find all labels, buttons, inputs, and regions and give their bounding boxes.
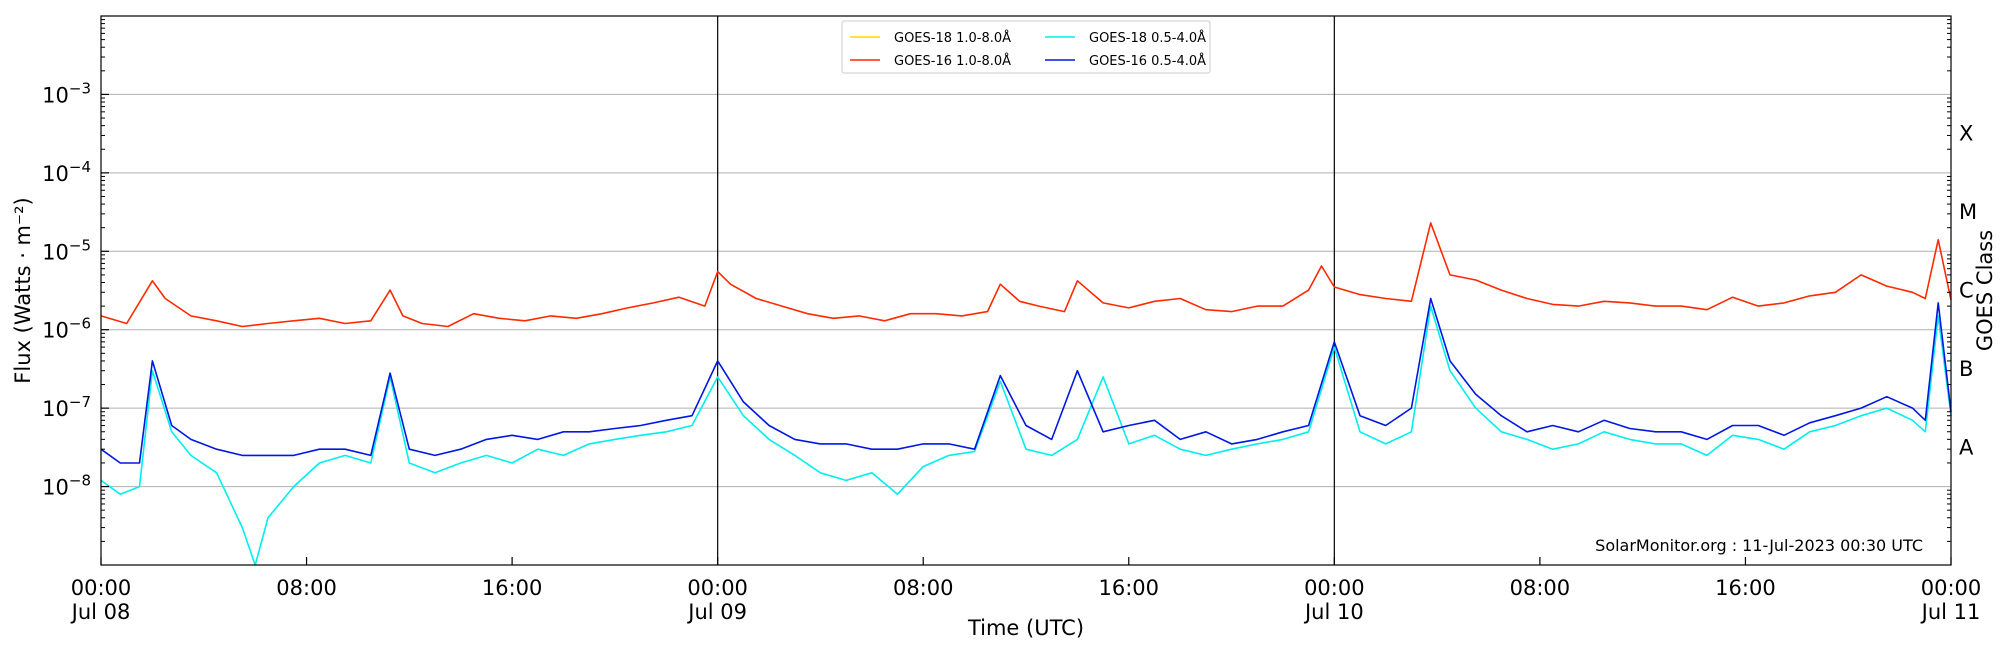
x-tick-time: 00:00 (1304, 576, 1365, 600)
series-layer (100, 222, 1952, 566)
y-axis-title: Flux (Watts · m⁻²) (11, 197, 35, 383)
x-tick-time: 00:00 (687, 576, 748, 600)
series-line-2 (100, 222, 1952, 328)
y-tick-label: 10−5 (42, 236, 91, 264)
x-tick-date: Jul 11 (1920, 600, 1981, 624)
x-tick-date: Jul 08 (70, 600, 131, 624)
goes-class-labels: A B C M X (1959, 122, 1977, 460)
goes-class-label: A (1959, 435, 1974, 459)
goes-class-label: C (1959, 279, 1974, 303)
legend-label: GOES-18 0.5-4.0Å (1089, 30, 1206, 46)
x-tick-date: Jul 09 (686, 600, 747, 624)
goes-class-axis-title: GOES Class (1973, 230, 1997, 351)
x-tick-time: 08:00 (1510, 576, 1571, 600)
x-tick-time: 08:00 (276, 576, 337, 600)
x-tick-time: 16:00 (1715, 576, 1776, 600)
y-tick-label: 10−8 (42, 472, 91, 500)
grid-lines (101, 93, 1951, 488)
legend-label: GOES-16 1.0-8.0Å (894, 53, 1011, 69)
series-line-4 (100, 297, 1952, 464)
goes-class-label: M (1959, 200, 1977, 224)
legend-box (841, 20, 1211, 74)
day-boundary-lines (717, 16, 1335, 565)
legend: GOES-18 1.0-8.0Å GOES-16 1.0-8.0Å GOES-18 … (841, 20, 1211, 74)
y-tick-label: 10−4 (42, 158, 91, 186)
goes-class-label: B (1959, 357, 1973, 381)
legend-label: GOES-18 1.0-8.0Å (894, 30, 1011, 46)
x-tick-time: 16:00 (482, 576, 543, 600)
goes-class-label: X (1959, 122, 1973, 146)
plot-frame (100, 15, 1952, 566)
credit-text: SolarMonitor.org : 11-Jul-2023 00:30 UTC (1595, 536, 1923, 555)
x-tick-time: 08:00 (893, 576, 954, 600)
legend-label: GOES-16 0.5-4.0Å (1089, 53, 1206, 69)
x-tick-time: 16:00 (1099, 576, 1160, 600)
series-line-3 (100, 305, 1952, 566)
x-tick-time: 00:00 (1921, 576, 1982, 600)
x-tick-date: Jul 10 (1303, 600, 1364, 624)
x-axis-title: Time (UTC) (967, 616, 1084, 640)
x-tick-time: 00:00 (71, 576, 132, 600)
